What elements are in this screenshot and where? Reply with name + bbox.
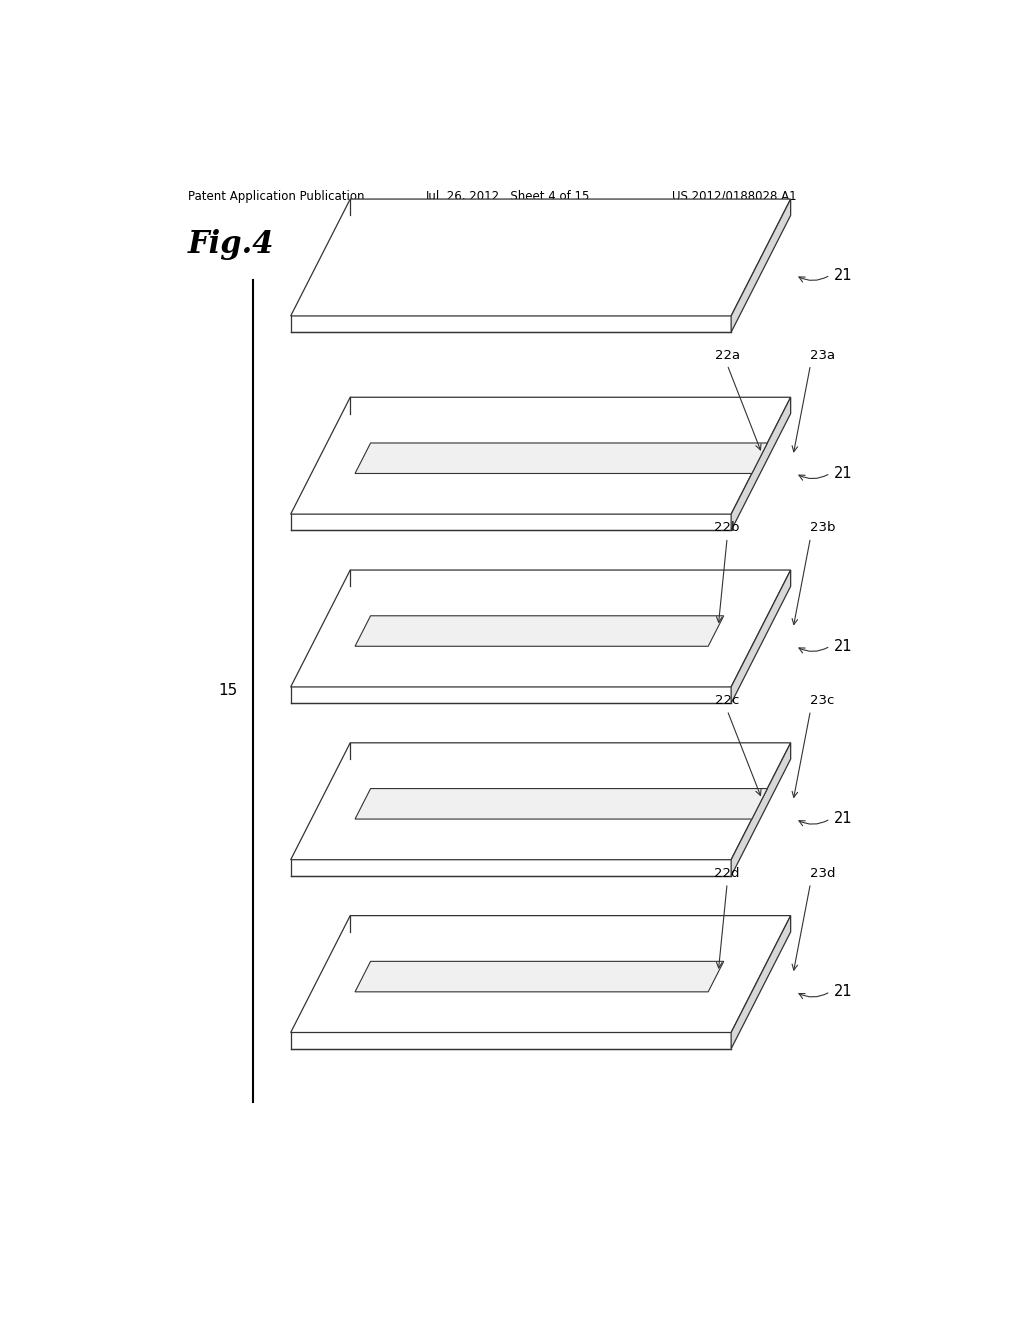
Polygon shape <box>291 199 791 315</box>
Text: Jul. 26, 2012   Sheet 4 of 15: Jul. 26, 2012 Sheet 4 of 15 <box>426 190 590 202</box>
Text: 21: 21 <box>835 639 853 653</box>
Polygon shape <box>291 397 791 515</box>
Text: 22b: 22b <box>715 521 740 535</box>
Polygon shape <box>355 788 767 818</box>
Text: 22a: 22a <box>715 348 739 362</box>
Text: 23c: 23c <box>811 694 835 708</box>
Text: 23b: 23b <box>811 521 836 535</box>
Text: 21: 21 <box>835 268 853 282</box>
Text: 21: 21 <box>835 466 853 480</box>
Text: Patent Application Publication: Patent Application Publication <box>187 190 364 202</box>
Text: 21: 21 <box>835 985 853 999</box>
Text: 21: 21 <box>835 812 853 826</box>
Text: 15: 15 <box>218 684 238 698</box>
Text: US 2012/0188028 A1: US 2012/0188028 A1 <box>672 190 797 202</box>
Text: 23d: 23d <box>811 867 836 880</box>
Polygon shape <box>731 916 791 1049</box>
Polygon shape <box>355 961 724 991</box>
Polygon shape <box>731 397 791 531</box>
Polygon shape <box>731 570 791 704</box>
Polygon shape <box>291 916 791 1032</box>
Polygon shape <box>355 444 767 474</box>
Text: 22d: 22d <box>715 867 740 880</box>
Polygon shape <box>731 199 791 333</box>
Text: 23a: 23a <box>811 348 836 362</box>
Polygon shape <box>291 570 791 686</box>
Polygon shape <box>731 743 791 876</box>
Text: Fig.4: Fig.4 <box>187 230 274 260</box>
Polygon shape <box>355 615 724 647</box>
Polygon shape <box>291 743 791 859</box>
Text: 22c: 22c <box>715 694 739 708</box>
